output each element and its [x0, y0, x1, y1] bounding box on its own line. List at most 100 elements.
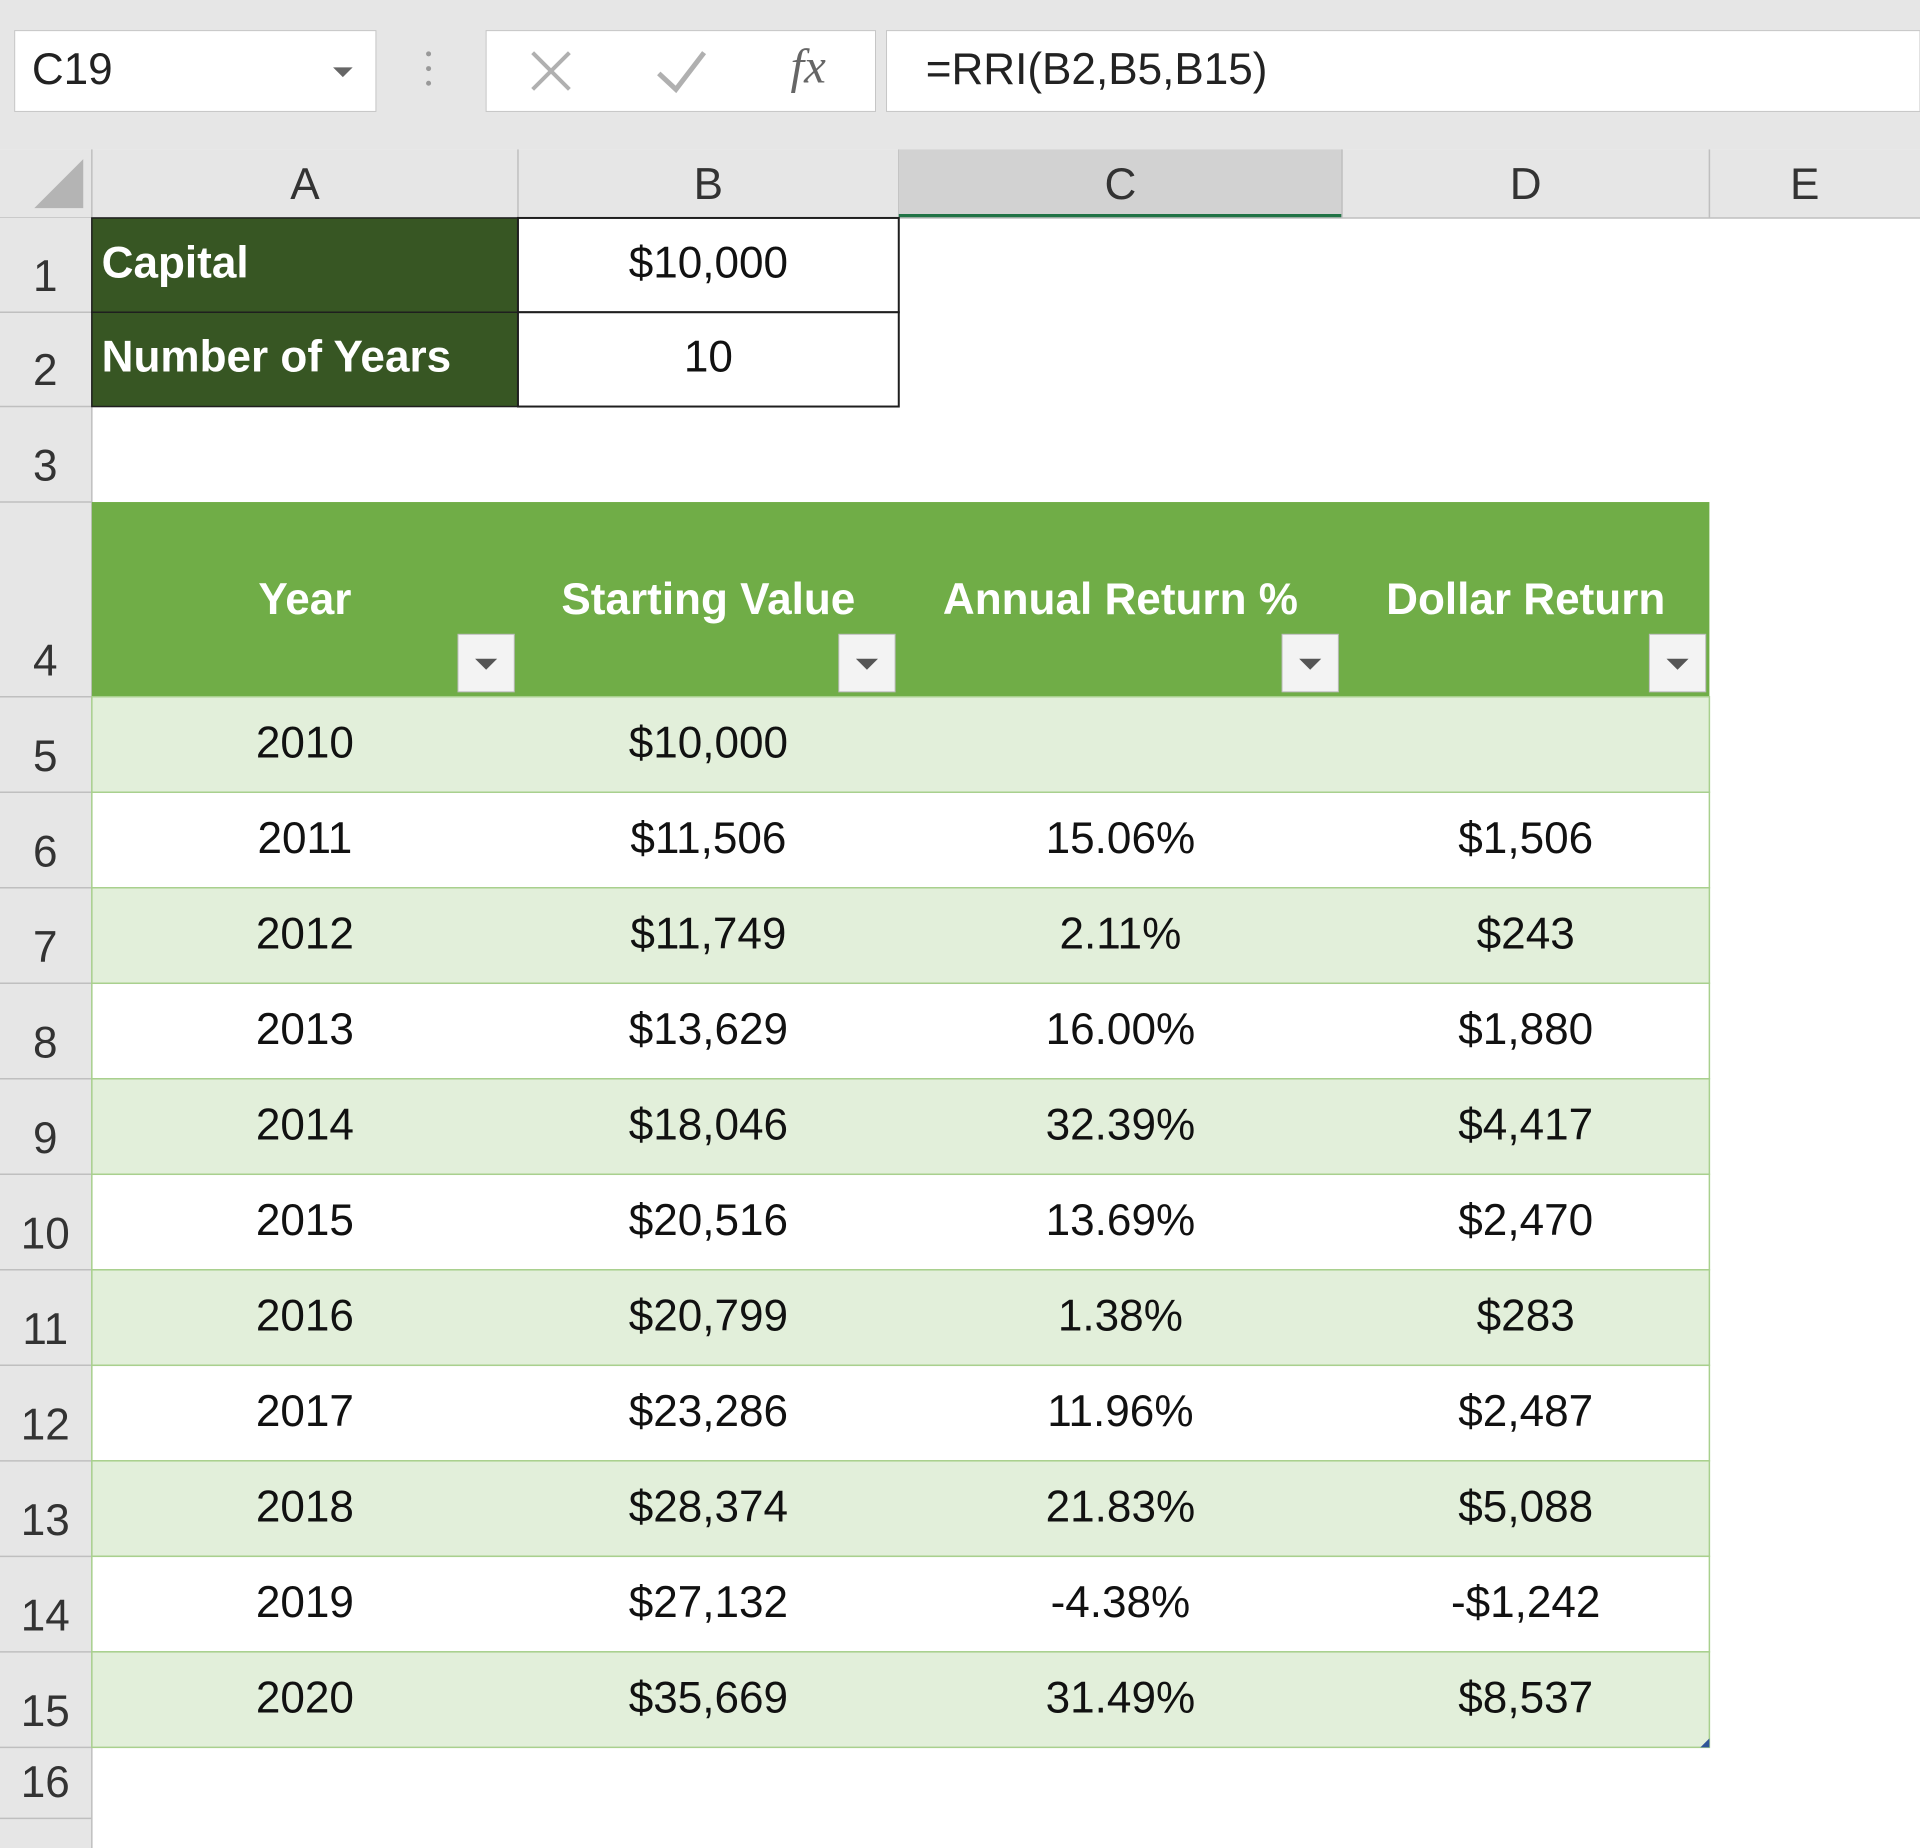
row-header[interactable]: 14 — [21, 1591, 70, 1640]
table-header: Annual Return % — [943, 575, 1298, 624]
row-header[interactable]: 8 — [33, 1018, 58, 1067]
table-cell: 2017 — [256, 1387, 354, 1436]
table-header: Starting Value — [561, 575, 855, 624]
column-header[interactable]: E — [1790, 160, 1819, 209]
row-header[interactable]: 6 — [33, 827, 58, 876]
insert-function-icon[interactable]: fx — [790, 38, 826, 93]
input-value: $10,000 — [629, 238, 788, 287]
table-cell: $18,046 — [629, 1100, 788, 1149]
column-header[interactable]: C — [1104, 160, 1136, 209]
filter-arrow — [1299, 658, 1322, 670]
table-cell: $283 — [1477, 1291, 1575, 1340]
table-cell: $8,537 — [1458, 1673, 1593, 1722]
table-cell: $2,487 — [1458, 1387, 1593, 1436]
name-box-dropdown[interactable] — [333, 67, 353, 78]
filter-arrow — [855, 658, 878, 670]
table-row[interactable] — [91, 1364, 1711, 1462]
table-cell: 11.96% — [1047, 1387, 1193, 1436]
table-cell: 15.06% — [1046, 814, 1196, 863]
table-cell: 2012 — [256, 909, 354, 958]
row-header[interactable]: 4 — [33, 636, 58, 685]
cancel-icon[interactable] — [531, 51, 571, 91]
row-header[interactable]: 2 — [33, 346, 58, 395]
table-cell: $20,799 — [629, 1291, 788, 1340]
table-cell: 2019 — [256, 1578, 354, 1627]
filter-button[interactable] — [457, 633, 515, 693]
row-header[interactable]: 7 — [33, 923, 58, 972]
selected-column-header[interactable] — [898, 149, 1343, 218]
value-cell[interactable] — [516, 311, 900, 408]
row-header[interactable]: 11 — [22, 1305, 68, 1354]
table-row[interactable] — [91, 982, 1711, 1080]
table-cell: 31.49% — [1046, 1673, 1196, 1722]
table-header: Year — [258, 575, 351, 624]
row-header[interactable]: 12 — [21, 1400, 70, 1449]
table-header: Dollar Return — [1386, 575, 1665, 624]
separator-dot — [426, 80, 432, 86]
table-row[interactable] — [91, 1269, 1711, 1367]
row-header[interactable]: 9 — [33, 1114, 58, 1163]
table-cell: $243 — [1477, 909, 1575, 958]
table-cell: 16.00% — [1046, 1005, 1196, 1054]
row-header[interactable]: 3 — [33, 442, 58, 491]
input-label: Capital — [102, 238, 249, 287]
table-cell: $5,088 — [1458, 1482, 1593, 1531]
table-cell: $28,374 — [629, 1482, 788, 1531]
filter-arrow — [475, 658, 498, 670]
table-row[interactable] — [91, 1173, 1711, 1271]
table-cell: $27,132 — [629, 1578, 788, 1627]
table-cell: 32.39% — [1046, 1100, 1196, 1149]
table-row[interactable] — [91, 1651, 1711, 1749]
row-header[interactable]: 15 — [21, 1687, 70, 1736]
table-row[interactable] — [91, 1460, 1711, 1558]
table-cell: $2,470 — [1458, 1196, 1593, 1245]
table-cell: $1,506 — [1458, 814, 1593, 863]
formula-text: =RRI(B2,B5,B15) — [926, 45, 1268, 94]
table-cell: -4.38% — [1051, 1578, 1191, 1627]
table-cell: $4,417 — [1458, 1100, 1593, 1149]
row-header[interactable]: 10 — [21, 1209, 70, 1258]
table-cell: 1.38% — [1058, 1291, 1183, 1340]
separator-dot — [426, 51, 432, 57]
table-cell: $10,000 — [629, 718, 788, 767]
table-cell: $11,506 — [630, 814, 786, 863]
formula-box[interactable] — [886, 30, 1920, 112]
table-cell: 21.83% — [1046, 1482, 1196, 1531]
select-all-corner[interactable] — [34, 159, 84, 209]
filter-arrow — [1666, 658, 1689, 670]
input-label: Number of Years — [102, 333, 452, 382]
row-header[interactable]: 13 — [21, 1496, 70, 1545]
table-cell: 2016 — [256, 1291, 354, 1340]
table-cell: 2014 — [256, 1100, 354, 1149]
table-cell: 2020 — [256, 1673, 354, 1722]
row-header[interactable]: 5 — [33, 732, 58, 781]
table-cell: $35,669 — [629, 1673, 788, 1722]
table-cell: $11,749 — [630, 909, 786, 958]
table-resize-handle[interactable] — [1700, 1738, 1710, 1748]
table-row[interactable] — [91, 1555, 1711, 1653]
name-box[interactable] — [14, 30, 377, 112]
table-cell: 13.69% — [1046, 1196, 1196, 1245]
table-cell: -$1,242 — [1451, 1578, 1601, 1627]
column-header[interactable]: B — [694, 160, 723, 209]
column-header[interactable]: A — [290, 160, 320, 209]
column-header[interactable]: D — [1510, 160, 1542, 209]
table-cell: $1,880 — [1458, 1005, 1593, 1054]
table-cell: $13,629 — [629, 1005, 788, 1054]
row-header[interactable]: 1 — [33, 252, 58, 301]
table-cell: 2.11% — [1060, 909, 1182, 958]
enter-icon[interactable] — [657, 51, 707, 94]
table-cell: 2010 — [256, 718, 354, 767]
value-cell[interactable] — [516, 216, 900, 314]
table-row[interactable] — [91, 695, 1711, 793]
table-row[interactable] — [91, 1078, 1711, 1176]
table-header-row — [91, 502, 1710, 697]
label-cell[interactable] — [91, 217, 519, 313]
label-cell[interactable] — [91, 311, 519, 408]
separator-dot — [426, 66, 432, 72]
table-row[interactable] — [91, 887, 1711, 985]
row-header[interactable]: 16 — [21, 1758, 70, 1807]
table-row[interactable] — [91, 791, 1711, 889]
table-cell: 2011 — [257, 814, 352, 863]
